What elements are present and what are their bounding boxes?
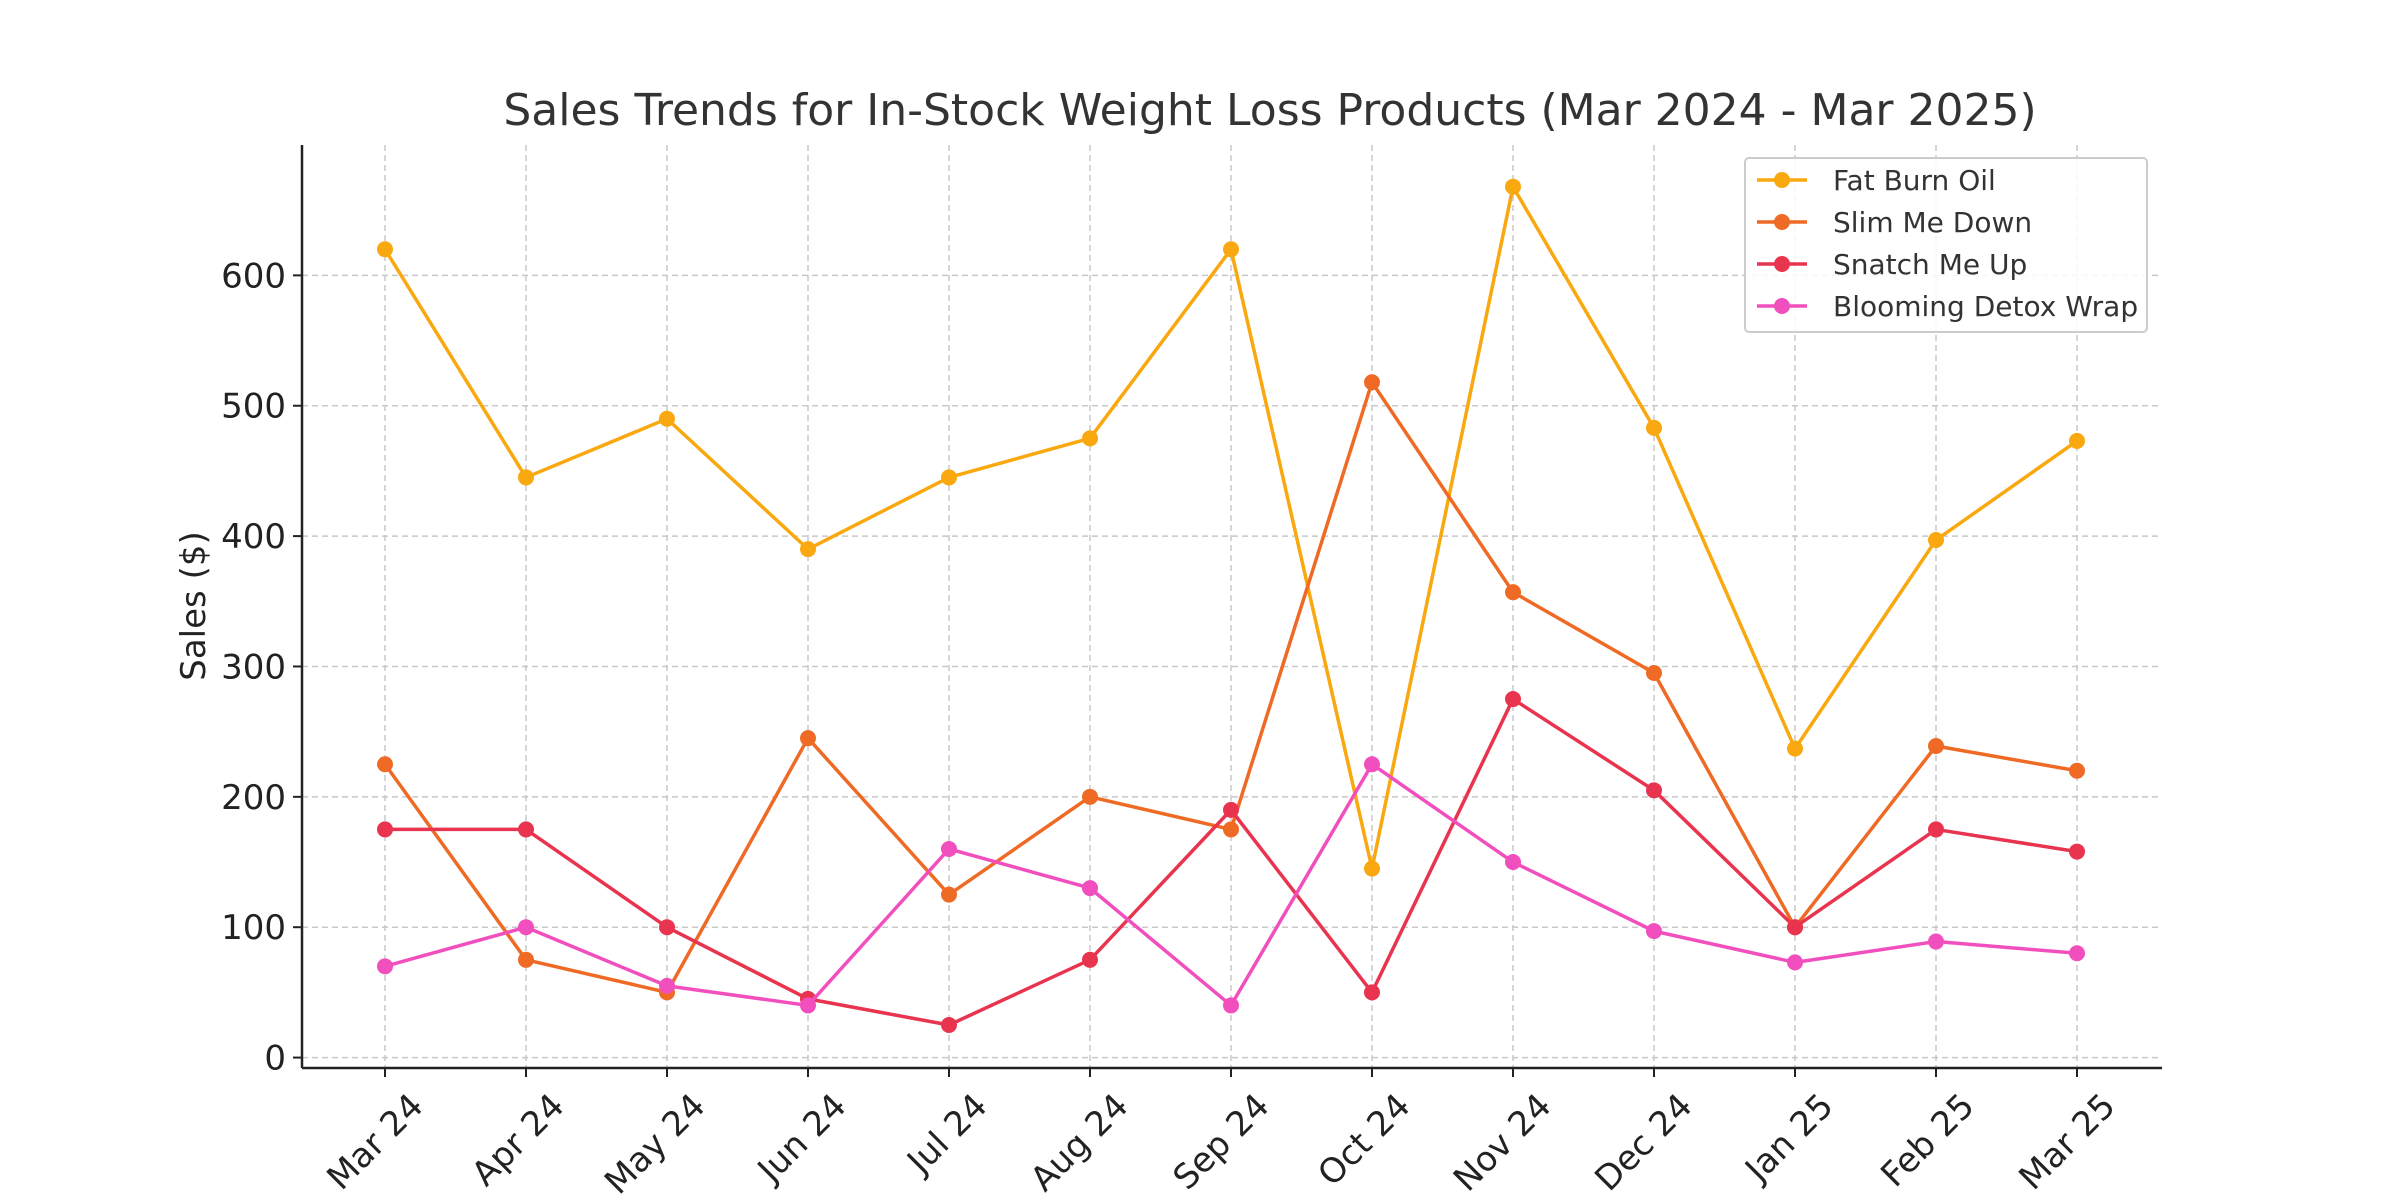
data-point — [1082, 951, 1098, 968]
chart-title: Sales Trends for In-Stock Weight Loss Pr… — [503, 85, 2036, 136]
y-tick-label: 300 — [221, 647, 286, 687]
data-point — [941, 469, 957, 486]
y-tick-label: 500 — [221, 387, 286, 427]
data-point — [377, 241, 393, 258]
data-point — [1646, 782, 1662, 799]
data-point — [1364, 374, 1380, 391]
data-point — [518, 469, 534, 486]
data-point — [1787, 919, 1803, 936]
chart-legend: Fat Burn Oil Slim Me Down Snatch Me Up Bloo… — [1744, 157, 2148, 333]
data-point — [518, 821, 534, 838]
y-tick-label: 200 — [221, 778, 286, 818]
data-point — [1364, 756, 1380, 773]
legend-label: Fat Burn Oil — [1833, 164, 1996, 197]
data-point — [1364, 860, 1380, 877]
data-point — [1223, 997, 1239, 1014]
data-point — [1082, 788, 1098, 805]
data-point — [2069, 432, 2085, 449]
legend-label: Slim Me Down — [1833, 206, 2032, 239]
data-point — [377, 756, 393, 773]
y-axis-label: Sales ($) — [174, 531, 214, 680]
data-point — [1928, 737, 1944, 754]
legend-label: Snatch Me Up — [1833, 248, 2027, 281]
data-point — [941, 840, 957, 857]
data-point — [377, 958, 393, 975]
data-point — [1646, 664, 1662, 681]
data-point — [1223, 801, 1239, 818]
data-point — [1787, 954, 1803, 971]
legend-marker-3 — [1774, 298, 1790, 314]
data-point — [1505, 854, 1521, 871]
data-point — [1928, 933, 1944, 950]
y-tick-label: 400 — [221, 517, 286, 557]
series-layer — [377, 178, 2085, 1033]
data-point — [1787, 740, 1803, 757]
data-point — [1646, 419, 1662, 436]
legend-marker-0 — [1774, 172, 1790, 188]
y-tick-label: 600 — [221, 256, 286, 296]
data-point — [1082, 430, 1098, 447]
data-point — [1928, 532, 1944, 549]
data-point — [1928, 821, 1944, 838]
data-point — [518, 919, 534, 936]
y-tick-label: 100 — [221, 908, 286, 948]
data-point — [659, 977, 675, 994]
data-point — [1223, 241, 1239, 258]
data-point — [377, 821, 393, 838]
data-point — [1364, 984, 1380, 1001]
y-tick-label: 0 — [264, 1039, 286, 1079]
data-point — [941, 886, 957, 903]
data-point — [1223, 821, 1239, 838]
legend-box — [1744, 157, 2148, 333]
data-point — [1505, 691, 1521, 708]
data-point — [659, 919, 675, 936]
legend-marker-1 — [1774, 214, 1790, 230]
data-point — [518, 951, 534, 968]
data-point — [941, 1016, 957, 1033]
data-point — [2069, 843, 2085, 860]
legend-label: Blooming Detox Wrap — [1833, 290, 2138, 323]
data-point — [800, 730, 816, 747]
data-point — [2069, 762, 2085, 779]
legend-marker-2 — [1774, 256, 1790, 272]
data-point — [1646, 923, 1662, 940]
data-point — [1082, 880, 1098, 897]
data-point — [800, 997, 816, 1014]
data-point — [1505, 584, 1521, 601]
data-point — [800, 541, 816, 558]
data-point — [1505, 178, 1521, 195]
data-point — [659, 410, 675, 427]
data-point — [2069, 945, 2085, 962]
